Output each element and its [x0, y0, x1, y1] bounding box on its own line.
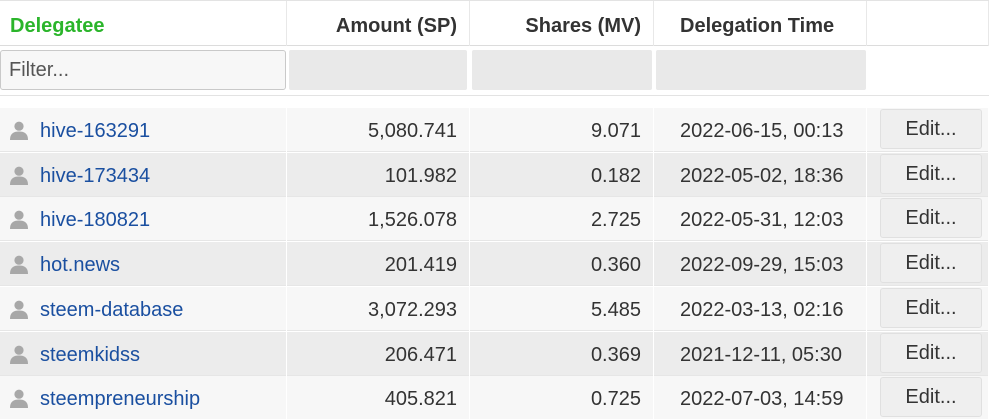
edit-button[interactable]: Edit... — [880, 153, 982, 194]
table-row: hot.news 201.419 0.360 2022-09-29, 15:03… — [0, 242, 989, 287]
delegatee-cell: steem-database — [0, 286, 287, 331]
delegatee-link[interactable]: steem-database — [40, 298, 184, 321]
shares-filter-cell — [472, 50, 652, 90]
delegatee-cell: steemkidss — [0, 331, 287, 376]
delegatee-cell: hive-180821 — [0, 197, 287, 242]
amount-cell: 405.821 — [287, 376, 470, 419]
delegatee-filter-input[interactable] — [0, 50, 286, 90]
edit-button[interactable]: Edit... — [880, 243, 982, 284]
table-row: steemkidss 206.471 0.369 2021-12-11, 05:… — [0, 331, 989, 376]
delegatee-link[interactable]: steemkidss — [40, 343, 141, 366]
action-cell: Edit... — [867, 242, 989, 287]
table-row: hive-173434 101.982 0.182 2022-05-02, 18… — [0, 152, 989, 197]
shares-cell: 0.182 — [470, 152, 654, 197]
amount-cell: 3,072.293 — [287, 286, 470, 331]
user-avatar-icon — [10, 255, 28, 275]
shares-cell: 9.071 — [470, 108, 654, 152]
edit-button[interactable]: Edit... — [880, 377, 982, 418]
delegatee-link[interactable]: hive-173434 — [40, 164, 151, 187]
user-avatar-icon — [10, 121, 28, 140]
edit-button[interactable]: Edit... — [880, 198, 982, 239]
delegatee-link[interactable]: hot.news — [40, 254, 121, 277]
action-cell: Edit... — [867, 286, 989, 331]
column-header-amount[interactable]: Amount (SP) — [287, 1, 470, 46]
table-header: Delegatee Amount (SP) Shares (MV) Delega… — [0, 0, 989, 46]
action-cell: Edit... — [867, 152, 989, 197]
delegation-time-cell: 2022-03-13, 02:16 — [654, 286, 867, 331]
delegation-time-cell: 2022-07-03, 14:59 — [654, 376, 867, 419]
column-header-delegatee[interactable]: Delegatee — [0, 1, 287, 46]
delegatee-cell: hot.news — [0, 242, 287, 287]
filter-row — [0, 46, 989, 96]
delegatee-cell: hive-173434 — [0, 152, 287, 197]
delegatee-cell: steempreneurship — [0, 376, 287, 419]
amount-cell: 206.471 — [287, 331, 470, 376]
delegatee-link[interactable]: steempreneurship — [40, 388, 201, 411]
action-cell: Edit... — [867, 376, 989, 419]
column-header-actions — [867, 1, 989, 46]
user-avatar-icon — [10, 300, 28, 319]
delegation-time-cell: 2022-09-29, 15:03 — [654, 242, 867, 287]
amount-cell: 5,080.741 — [287, 108, 470, 152]
edit-button[interactable]: Edit... — [880, 332, 982, 373]
action-cell: Edit... — [867, 331, 989, 376]
shares-cell: 0.369 — [470, 331, 654, 376]
delegatee-link[interactable]: hive-180821 — [40, 209, 151, 232]
time-filter-cell — [656, 50, 866, 90]
delegation-time-cell: 2022-05-31, 12:03 — [654, 197, 867, 242]
shares-cell: 0.725 — [470, 376, 654, 419]
table-row: hive-180821 1,526.078 2.725 2022-05-31, … — [0, 197, 989, 242]
delegation-time-cell: 2021-12-11, 05:30 — [654, 331, 867, 376]
delegation-time-cell: 2022-06-15, 00:13 — [654, 108, 867, 152]
edit-button[interactable]: Edit... — [880, 109, 982, 149]
amount-filter-cell — [289, 50, 467, 90]
user-avatar-icon — [10, 210, 28, 230]
user-avatar-icon — [10, 389, 28, 409]
action-cell: Edit... — [867, 197, 989, 242]
amount-cell: 201.419 — [287, 242, 470, 287]
table-row: steempreneurship 405.821 0.725 2022-07-0… — [0, 376, 989, 419]
action-cell: Edit... — [867, 108, 989, 152]
table-row: hive-163291 5,080.741 9.071 2022-06-15, … — [0, 108, 989, 152]
amount-cell: 101.982 — [287, 152, 470, 197]
delegatee-link[interactable]: hive-163291 — [40, 120, 151, 142]
shares-cell: 5.485 — [470, 286, 654, 331]
shares-cell: 0.360 — [470, 242, 654, 287]
column-header-shares[interactable]: Shares (MV) — [470, 1, 654, 46]
amount-cell: 1,526.078 — [287, 197, 470, 242]
user-avatar-icon — [10, 345, 28, 364]
user-avatar-icon — [10, 166, 28, 185]
column-header-delegation-time[interactable]: Delegation Time — [654, 1, 867, 46]
delegatee-cell: hive-163291 — [0, 108, 287, 152]
delegation-time-cell: 2022-05-02, 18:36 — [654, 152, 867, 197]
table-row: steem-database 3,072.293 5.485 2022-03-1… — [0, 286, 989, 331]
shares-cell: 2.725 — [470, 197, 654, 242]
edit-button[interactable]: Edit... — [880, 287, 982, 328]
